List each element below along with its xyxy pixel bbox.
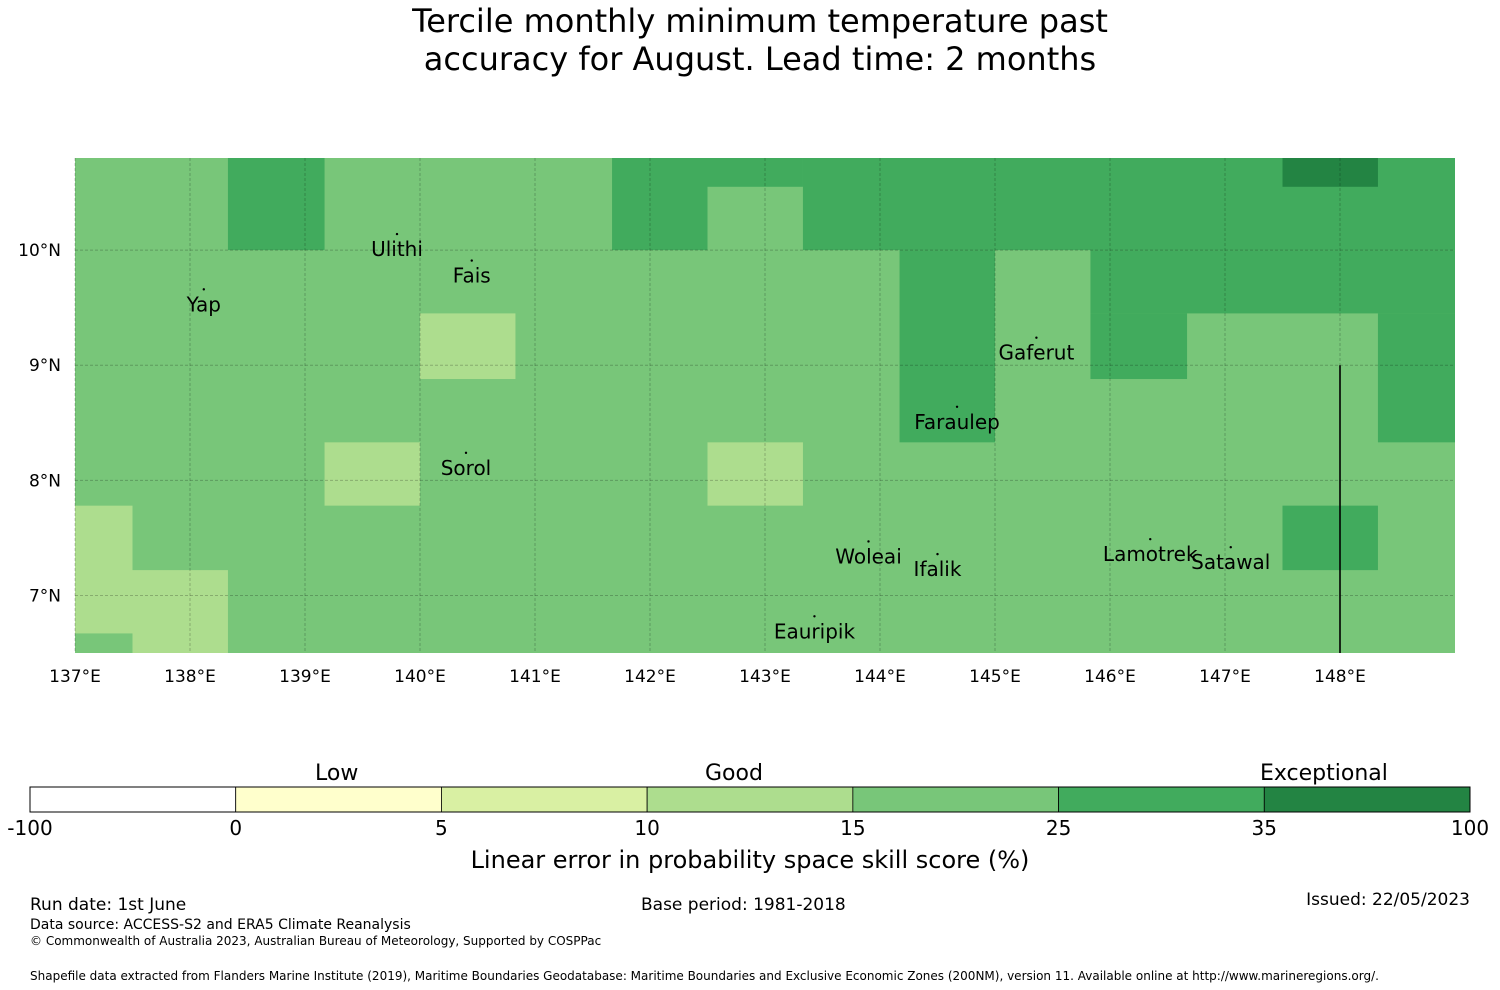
place-label-sorol: Sorol bbox=[441, 456, 492, 480]
colorbar-tick-label: -100 bbox=[7, 816, 52, 840]
island-marker bbox=[464, 451, 468, 455]
shapefile-credit: Shapefile data extracted from Flanders M… bbox=[30, 969, 1379, 983]
colorbar-category-good: Good bbox=[705, 761, 763, 786]
place-label-yap: Yap bbox=[186, 292, 221, 316]
skill-cell bbox=[227, 158, 325, 251]
y-tick-label: 8°N bbox=[29, 471, 61, 491]
colorbar-bin bbox=[1058, 786, 1265, 813]
x-tick-label: 138°E bbox=[164, 667, 216, 687]
place-label-eauripik: Eauripik bbox=[774, 619, 856, 643]
x-tick-label: 148°E bbox=[1314, 667, 1366, 687]
colorbar-category-exceptional: Exceptional bbox=[1260, 761, 1388, 786]
colorbar: -100 0 5 10 15 25 35 100 bbox=[7, 786, 1489, 840]
place-label-fais: Fais bbox=[453, 264, 491, 288]
colorbar-tick-label: 35 bbox=[1252, 816, 1277, 840]
island-marker bbox=[867, 540, 870, 543]
island-marker bbox=[1035, 336, 1038, 339]
colorbar-bin bbox=[1263, 786, 1471, 813]
skill-cell bbox=[420, 313, 516, 380]
place-label-gaferut: Gaferut bbox=[998, 341, 1074, 365]
colorbar-tick-label: 5 bbox=[435, 816, 448, 840]
x-tick-label: 141°E bbox=[509, 667, 561, 687]
skill-cell bbox=[75, 505, 133, 634]
x-tick-label: 139°E bbox=[279, 667, 331, 687]
island-marker bbox=[936, 552, 939, 556]
axis-tick-labels: 137°E 138°E 139°E 140°E 141°E 142°E 143°E 144°E… bbox=[18, 241, 1366, 687]
x-tick-label: 143°E bbox=[739, 667, 791, 687]
graticule bbox=[74, 158, 1455, 653]
skill-cell bbox=[899, 250, 995, 443]
y-tick-label: 7°N bbox=[29, 586, 61, 606]
map-title: Tercile monthly minimum temperature past… bbox=[0, 2, 1500, 78]
colorbar-bin bbox=[646, 786, 854, 813]
place-label-ifalik: Ifalik bbox=[914, 557, 962, 581]
island-marker bbox=[1229, 546, 1232, 549]
colorbar-title: Linear error in probability space skill … bbox=[470, 846, 1030, 874]
y-tick-label: 9°N bbox=[29, 356, 61, 376]
y-tick-label: 10°N bbox=[18, 241, 61, 261]
run-date: Run date: 1st June bbox=[30, 895, 187, 915]
x-tick-label: 145°E bbox=[969, 667, 1021, 687]
colorbar-tick-label: 100 bbox=[1451, 816, 1489, 840]
skill-cell bbox=[1090, 250, 1455, 314]
map-title-line-2: accuracy for August. Lead time: 2 months bbox=[423, 40, 1097, 78]
x-tick-label: 144°E bbox=[854, 667, 906, 687]
map-title-line-1: Tercile monthly minimum temperature past bbox=[412, 2, 1108, 40]
skill-cell bbox=[1090, 313, 1188, 380]
skill-cell bbox=[1282, 158, 1378, 187]
x-tick-label: 137°E bbox=[49, 667, 101, 687]
colorbar-tick-label: 0 bbox=[229, 816, 242, 840]
colorbar-bin bbox=[852, 786, 1059, 813]
place-label-ulithi: Ulithi bbox=[371, 237, 423, 261]
data-source: Data source: ACCESS-S2 and ERA5 Climate … bbox=[30, 917, 411, 933]
island-marker bbox=[470, 259, 473, 262]
skill-cell bbox=[1282, 505, 1378, 571]
issued-date: Issued: 22/05/2023 bbox=[1306, 890, 1470, 910]
skill-grid-cells bbox=[75, 158, 1455, 653]
x-tick-label: 146°E bbox=[1084, 667, 1136, 687]
skill-cell bbox=[1377, 313, 1455, 443]
place-label-woleai: Woleai bbox=[835, 544, 902, 568]
x-tick-label: 140°E bbox=[394, 667, 446, 687]
colorbar-bin bbox=[441, 786, 648, 813]
skill-cell bbox=[612, 158, 708, 251]
colorbar-tick-label: 25 bbox=[1046, 816, 1071, 840]
colorbar-tick-label: 10 bbox=[634, 816, 659, 840]
island-marker bbox=[395, 232, 399, 236]
island-marker bbox=[955, 405, 959, 408]
skill-cell bbox=[707, 158, 803, 187]
colorbar-frame bbox=[29, 786, 1471, 813]
colorbar-category-low: Low bbox=[315, 761, 359, 786]
x-tick-label: 147°E bbox=[1199, 667, 1251, 687]
skill-cell bbox=[324, 442, 420, 506]
island-marker bbox=[202, 288, 205, 291]
copyright: © Commonwealth of Australia 2023, Austra… bbox=[30, 934, 602, 948]
place-labels: Ulithi Fais Yap Gaferut Faraulep Sorol Woleai I… bbox=[186, 232, 1270, 643]
place-label-satawal: Satawal bbox=[1191, 550, 1270, 574]
island-marker bbox=[1149, 537, 1152, 541]
colorbar-bin bbox=[235, 786, 442, 813]
place-label-faraulep: Faraulep bbox=[914, 410, 1000, 434]
skill-cell bbox=[707, 442, 803, 506]
skill-cell bbox=[132, 570, 228, 653]
x-tick-label: 142°E bbox=[624, 667, 676, 687]
base-period: Base period: 1981-2018 bbox=[641, 895, 846, 915]
colorbar-tick-label: 15 bbox=[840, 816, 865, 840]
colorbar-bin bbox=[29, 786, 237, 813]
island-marker bbox=[813, 615, 816, 618]
place-label-lamotrek: Lamotrek bbox=[1103, 542, 1198, 566]
